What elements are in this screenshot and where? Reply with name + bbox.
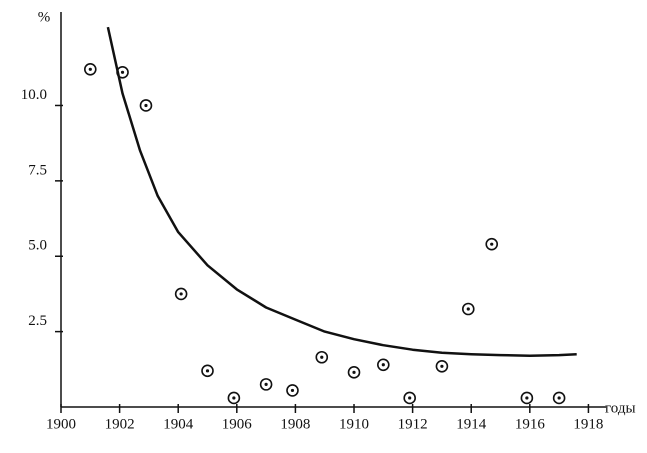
point bbox=[201, 364, 214, 378]
y-tick-label: 10.0 bbox=[21, 87, 47, 103]
x-tick-label: 1906 bbox=[222, 416, 253, 432]
point-dot bbox=[466, 307, 470, 311]
point-ring bbox=[435, 359, 449, 373]
x-axis-label: годы bbox=[605, 400, 636, 416]
point bbox=[227, 391, 241, 405]
x-tick-label: 1904 bbox=[163, 416, 194, 432]
point-ring bbox=[84, 62, 97, 76]
point bbox=[139, 99, 153, 112]
x-tick-label: 1908 bbox=[280, 416, 310, 432]
point-dot bbox=[232, 396, 236, 400]
point bbox=[259, 378, 273, 391]
point-dot bbox=[352, 370, 356, 374]
y-axis-label: % bbox=[38, 9, 51, 25]
point-ring bbox=[485, 237, 499, 251]
x-tick-label: 1900 bbox=[46, 416, 76, 432]
x-tick-label: 1914 bbox=[456, 416, 487, 432]
point bbox=[403, 391, 416, 405]
point-dot bbox=[144, 103, 148, 108]
point bbox=[347, 366, 361, 379]
point-ring bbox=[377, 358, 390, 372]
point bbox=[461, 302, 475, 316]
point-dot bbox=[490, 242, 494, 246]
x-tick-label: 1916 bbox=[515, 416, 546, 432]
point bbox=[435, 359, 449, 373]
point-ring bbox=[520, 391, 534, 405]
x-tick-label: 1910 bbox=[339, 416, 369, 432]
point-dot bbox=[120, 70, 125, 74]
point-dot bbox=[408, 396, 412, 400]
point-ring bbox=[201, 364, 214, 378]
point-ring bbox=[552, 391, 566, 405]
point bbox=[377, 358, 390, 372]
y-tick-label: 2.5 bbox=[28, 313, 47, 329]
point-dot bbox=[179, 292, 183, 296]
point-ring bbox=[227, 391, 241, 405]
point-ring bbox=[315, 350, 329, 364]
point bbox=[286, 384, 299, 397]
point-ring bbox=[286, 384, 299, 397]
point bbox=[84, 62, 97, 76]
point-dot bbox=[264, 382, 268, 386]
x-tick-label: 1902 bbox=[105, 416, 135, 432]
x-tick-label: 1918 bbox=[573, 416, 603, 432]
point-ring bbox=[347, 366, 361, 379]
point-ring bbox=[139, 99, 153, 112]
point-dot bbox=[557, 396, 561, 400]
point-dot bbox=[440, 364, 444, 368]
point-dot bbox=[525, 396, 529, 400]
point-dot bbox=[320, 355, 324, 359]
point bbox=[315, 350, 329, 364]
point bbox=[520, 391, 534, 405]
y-tick-label: 7.5 bbox=[28, 162, 47, 178]
point-ring bbox=[174, 287, 188, 301]
point-dot bbox=[205, 369, 210, 373]
trend-curve bbox=[106, 26, 577, 357]
point-dot bbox=[290, 388, 295, 393]
point bbox=[552, 391, 566, 405]
y-tick-label: 5.0 bbox=[28, 238, 47, 254]
point-ring bbox=[259, 378, 273, 391]
point-dot bbox=[381, 363, 385, 367]
x-tick-label: 1912 bbox=[398, 416, 428, 432]
point bbox=[485, 237, 499, 251]
point-ring bbox=[403, 391, 416, 405]
point-ring bbox=[461, 302, 475, 316]
point-dot bbox=[88, 67, 92, 71]
point bbox=[174, 287, 188, 301]
